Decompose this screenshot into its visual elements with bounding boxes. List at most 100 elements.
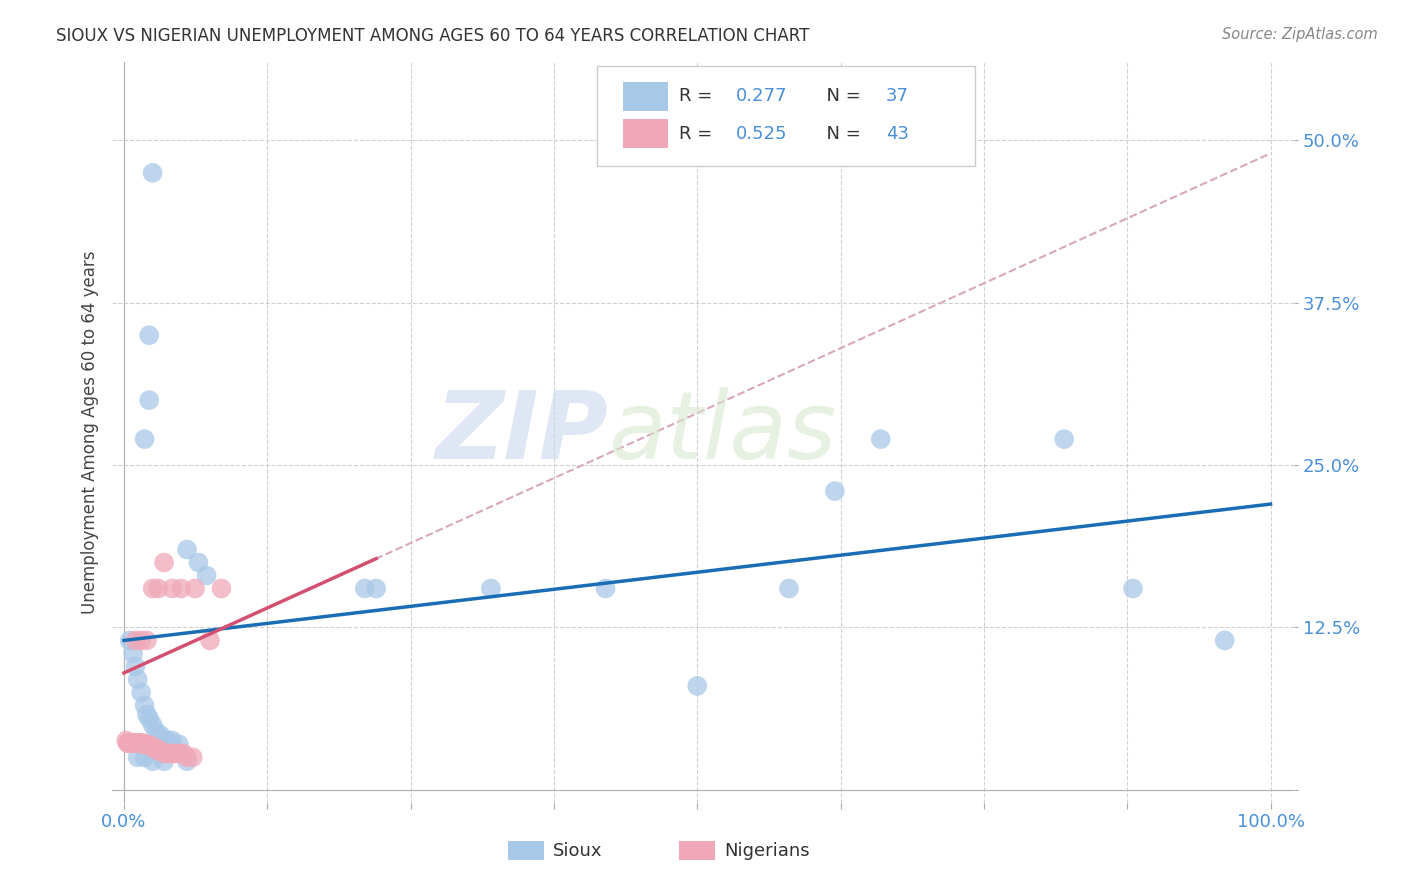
Point xyxy=(127,736,149,750)
Point xyxy=(1213,633,1236,648)
Point xyxy=(134,750,156,764)
Point xyxy=(148,582,170,596)
Point xyxy=(141,739,163,753)
Bar xyxy=(623,120,668,147)
Point xyxy=(160,582,183,596)
Point xyxy=(124,633,146,648)
Point xyxy=(595,582,617,596)
Point xyxy=(122,736,145,750)
Point xyxy=(122,647,145,661)
Text: Source: ZipAtlas.com: Source: ZipAtlas.com xyxy=(1222,27,1378,42)
Point xyxy=(124,736,146,750)
Point xyxy=(173,747,195,761)
Point xyxy=(135,707,157,722)
Point xyxy=(165,747,187,761)
Point xyxy=(1053,432,1076,446)
Point xyxy=(170,582,193,596)
Point xyxy=(142,582,165,596)
Point xyxy=(134,698,156,713)
Text: N =: N = xyxy=(815,125,866,143)
Point xyxy=(127,673,149,687)
Point xyxy=(778,582,800,596)
Point xyxy=(167,747,190,761)
Point xyxy=(167,737,190,751)
Bar xyxy=(679,841,714,860)
Point xyxy=(145,724,167,739)
Text: R =: R = xyxy=(679,125,718,143)
Point xyxy=(127,750,149,764)
Point xyxy=(824,484,846,499)
Text: 0.277: 0.277 xyxy=(737,87,787,105)
Point xyxy=(145,741,167,756)
Point xyxy=(122,736,145,750)
Point xyxy=(353,582,375,596)
Point xyxy=(129,736,152,750)
Point xyxy=(118,633,141,648)
Text: 37: 37 xyxy=(886,87,910,105)
Bar xyxy=(508,841,544,860)
Text: atlas: atlas xyxy=(609,387,837,478)
Bar xyxy=(623,82,668,111)
Point xyxy=(138,393,160,408)
Point xyxy=(479,582,502,596)
Text: 43: 43 xyxy=(886,125,910,143)
Point xyxy=(138,328,160,343)
Point xyxy=(142,741,165,756)
Point xyxy=(131,736,153,750)
Point xyxy=(156,747,179,761)
Point xyxy=(869,432,891,446)
Point xyxy=(184,582,207,596)
Text: Sioux: Sioux xyxy=(553,842,603,860)
Text: ZIP: ZIP xyxy=(436,386,609,479)
Point xyxy=(129,685,152,699)
Text: SIOUX VS NIGERIAN UNEMPLOYMENT AMONG AGES 60 TO 64 YEARS CORRELATION CHART: SIOUX VS NIGERIAN UNEMPLOYMENT AMONG AGE… xyxy=(56,27,810,45)
Point xyxy=(120,736,142,750)
Point xyxy=(176,750,198,764)
Point xyxy=(142,754,165,768)
Point xyxy=(149,744,172,758)
Y-axis label: Unemployment Among Ages 60 to 64 years: Unemployment Among Ages 60 to 64 years xyxy=(80,251,98,615)
Point xyxy=(125,736,148,750)
Point xyxy=(153,754,176,768)
Point xyxy=(128,736,150,750)
Point xyxy=(1122,582,1144,596)
Point xyxy=(195,568,218,582)
Point xyxy=(176,542,198,557)
Point xyxy=(181,750,204,764)
Point xyxy=(149,728,172,742)
Point xyxy=(124,659,146,673)
Point xyxy=(187,556,209,570)
Point xyxy=(153,747,176,761)
Text: Nigerians: Nigerians xyxy=(724,842,810,860)
Text: R =: R = xyxy=(679,87,718,105)
Point xyxy=(209,582,232,596)
Point xyxy=(132,737,155,751)
Text: 0.525: 0.525 xyxy=(737,125,787,143)
FancyBboxPatch shape xyxy=(596,66,974,166)
Point xyxy=(160,733,183,747)
Point xyxy=(159,747,181,761)
Point xyxy=(142,718,165,732)
Point xyxy=(135,633,157,648)
Point xyxy=(142,166,165,180)
Point xyxy=(138,739,160,753)
Point xyxy=(138,711,160,725)
Point xyxy=(686,679,709,693)
Point xyxy=(121,736,143,750)
Point xyxy=(148,744,170,758)
Point xyxy=(198,633,221,648)
Point xyxy=(134,737,156,751)
Point xyxy=(134,432,156,446)
Point xyxy=(135,737,157,751)
Point xyxy=(117,736,139,750)
Point xyxy=(118,736,141,750)
Point xyxy=(115,733,138,747)
Point xyxy=(366,582,388,596)
Point xyxy=(153,556,176,570)
Text: N =: N = xyxy=(815,87,866,105)
Point xyxy=(156,733,179,747)
Point xyxy=(160,747,183,761)
Point xyxy=(176,754,198,768)
Point xyxy=(129,633,152,648)
Point xyxy=(117,736,139,750)
